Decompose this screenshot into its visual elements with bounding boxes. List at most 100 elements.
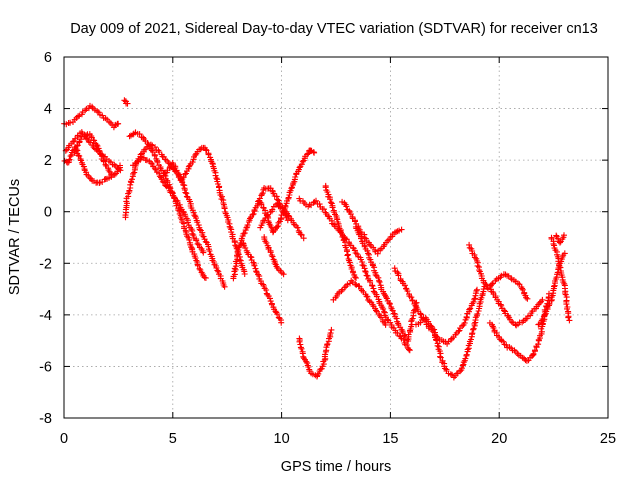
data-point [480,286,487,293]
data-point [433,337,440,344]
data-point [351,247,358,254]
data-point [434,342,441,349]
data-point [252,265,259,272]
data-point [354,251,361,257]
data-point [563,301,570,308]
data-point [77,136,84,143]
data-point [352,250,359,256]
data-point [519,285,526,292]
data-point [85,138,92,145]
data-point [100,158,107,165]
data-point [202,146,209,153]
data-point [362,268,369,275]
data-point [557,239,563,246]
data-point [273,193,280,200]
data-point [344,252,351,259]
data-point [535,341,542,348]
data-point [471,320,478,327]
data-point [358,235,364,242]
data-point [406,347,413,354]
data-point [296,338,303,345]
data-point [351,274,358,281]
data-point [213,175,220,182]
data-point [292,174,299,180]
data-point [269,253,276,260]
data-point [316,201,323,208]
data-point [380,305,387,312]
data-point [324,341,331,348]
y-tick-label: 4 [44,102,52,118]
data-point [464,346,471,353]
data-point [195,222,202,229]
data-point [96,180,103,186]
data-point [241,230,248,237]
data-point [498,272,505,279]
data-point [347,280,353,287]
data-point [561,250,568,257]
y-tick-label: -8 [39,411,52,427]
data-point [466,306,473,313]
data-point [327,330,334,337]
data-point [117,162,123,169]
data-point [474,286,480,293]
data-point [136,131,143,138]
data-point [370,288,377,295]
data-point [280,209,287,216]
y-tick-label: 0 [44,205,52,221]
data-point [566,317,573,324]
data-point [124,100,131,107]
series-sat-h [130,154,207,256]
data-point [221,283,228,290]
data-point [206,248,213,254]
data-point [250,210,257,217]
data-point [251,262,258,269]
x-tick-label: 10 [274,431,290,447]
data-point [258,191,265,198]
series-sat-t [352,223,420,344]
data-point [285,194,292,201]
data-point [297,231,304,238]
data-point [169,190,176,197]
data-point [328,326,335,333]
x-tick-label: 25 [600,431,616,447]
data-point [214,267,221,274]
data-point [373,307,379,314]
data-point [183,193,190,200]
data-point [341,284,348,291]
data-point [264,291,271,298]
data-point [395,272,402,279]
data-point [470,325,477,332]
data-point [188,244,194,251]
data-point [389,307,396,314]
data-point [93,141,100,148]
data-point [263,239,270,246]
data-point [67,119,74,126]
data-point [194,240,201,247]
data-point [210,259,217,265]
data-point [88,133,95,140]
data-point [192,152,199,159]
series-sat-aa [548,234,573,324]
data-point [409,315,416,322]
data-point [365,250,372,257]
data-point [561,232,567,239]
y-tick-label: -2 [39,256,52,272]
data-point [189,230,196,237]
data-points [61,97,573,381]
data-point [275,197,282,204]
data-point [267,295,273,302]
data-point [129,176,135,183]
data-point [149,161,156,167]
data-point [69,138,76,145]
data-point [437,354,444,361]
data-point [180,174,187,181]
data-point [564,305,570,312]
data-point [474,310,481,317]
data-point [274,311,281,318]
series-sat-e [121,97,131,107]
data-point [195,241,202,248]
data-point [536,299,543,306]
data-point [329,204,336,211]
data-point [298,345,305,352]
